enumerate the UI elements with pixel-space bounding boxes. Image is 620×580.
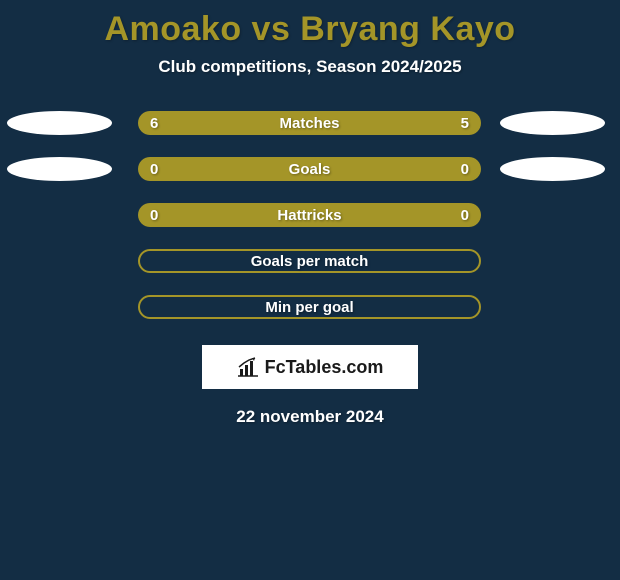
metric-label: Matches	[279, 115, 339, 132]
page-title: Amoako vs Bryang Kayo	[0, 0, 620, 49]
comparison-rows: 6 Matches 5 0 Goals 0 0 Hattricks 0 Goal…	[0, 111, 620, 319]
player-right-marker	[500, 111, 605, 135]
metric-value-right: 0	[461, 207, 469, 224]
metric-bar-goals: 0 Goals 0	[138, 157, 481, 181]
bar-chart-icon	[237, 357, 259, 377]
source-logo: FcTables.com	[202, 345, 418, 389]
comparison-row: 0 Goals 0	[0, 157, 620, 181]
player-right-marker	[500, 157, 605, 181]
snapshot-date: 22 november 2024	[0, 407, 620, 427]
metric-label: Goals	[289, 161, 331, 178]
metric-value-right: 0	[461, 161, 469, 178]
metric-bar-matches: 6 Matches 5	[138, 111, 481, 135]
metric-value-left: 0	[150, 161, 158, 178]
player-left-marker	[7, 111, 112, 135]
comparison-row: 0 Hattricks 0	[0, 203, 620, 227]
metric-bar-hattricks: 0 Hattricks 0	[138, 203, 481, 227]
metric-value-left: 0	[150, 207, 158, 224]
player-left-marker	[7, 157, 112, 181]
metric-label: Hattricks	[277, 207, 341, 224]
comparison-row: Goals per match	[0, 249, 620, 273]
metric-label: Goals per match	[251, 253, 369, 270]
metric-label: Min per goal	[265, 299, 353, 316]
page-subtitle: Club competitions, Season 2024/2025	[0, 57, 620, 77]
comparison-row: 6 Matches 5	[0, 111, 620, 135]
metric-bar-min-per-goal: Min per goal	[138, 295, 481, 319]
source-logo-text: FcTables.com	[265, 357, 384, 378]
metric-value-left: 6	[150, 115, 158, 132]
metric-value-right: 5	[461, 115, 469, 132]
metric-bar-goals-per-match: Goals per match	[138, 249, 481, 273]
comparison-row: Min per goal	[0, 295, 620, 319]
